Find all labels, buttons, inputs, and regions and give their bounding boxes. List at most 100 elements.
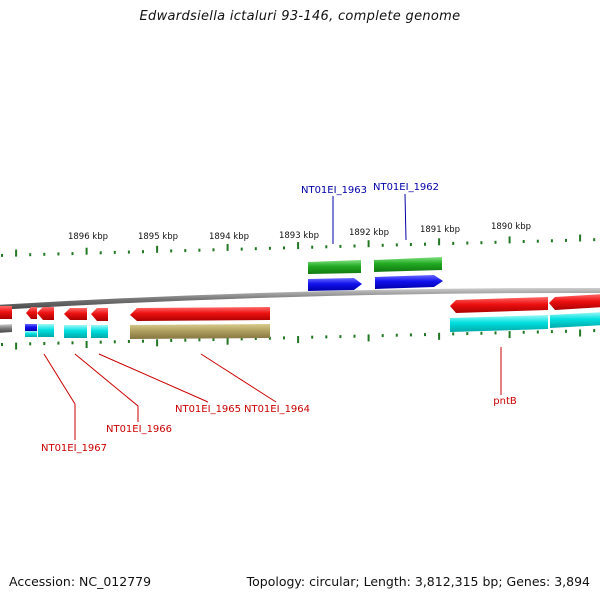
inner-tick	[1, 343, 3, 346]
inner-tick	[283, 336, 285, 340]
inner-tick	[424, 333, 426, 337]
outer-tick	[593, 238, 596, 242]
accession-text: Accession: NC_012779	[9, 574, 152, 589]
outer-tick	[142, 250, 144, 254]
outer-tick	[565, 238, 567, 242]
gene-feature-1965	[91, 325, 108, 338]
inner-tick	[43, 342, 46, 345]
inner-tick	[29, 342, 32, 346]
outer-tick	[395, 243, 398, 247]
cds-feature-1962	[375, 275, 443, 289]
inner-tick	[226, 337, 229, 345]
outer-tick	[184, 249, 187, 253]
outer-tick	[254, 247, 257, 251]
gene-label-nt01ei-1966: NT01EI_1966	[106, 424, 172, 435]
genome-summary-text: Topology: circular; Length: 3,812,315 bp…	[246, 574, 590, 589]
cds-feature-1967b	[37, 307, 54, 320]
outer-tick	[480, 241, 483, 245]
outer-tick	[127, 250, 130, 254]
gene-label-nt01ei-1962: NT01EI_1962	[373, 182, 439, 193]
outer-tick-marks	[1, 234, 596, 257]
outer-tick	[99, 251, 102, 255]
outer-tick	[1, 253, 3, 257]
inner-tick	[297, 336, 300, 343]
cds-feature-1965	[91, 308, 108, 321]
gene-label-nt01ei-1964: NT01EI_1964	[244, 404, 310, 415]
inner-tick	[57, 341, 60, 345]
leader-line-1962	[404, 193, 407, 241]
outer-tick	[240, 247, 243, 251]
outer-tick	[283, 246, 285, 250]
inner-tick	[480, 331, 483, 335]
gene-label-pntb: pntB	[493, 396, 517, 407]
inner-tick	[579, 329, 582, 337]
genome-backbone-stub	[0, 324, 12, 333]
tick-label-1895: 1895 kbp	[138, 232, 178, 242]
leader-line-1964	[200, 353, 277, 403]
outer-tick	[550, 239, 553, 243]
inner-tick	[71, 341, 74, 345]
inner-tick	[142, 339, 144, 343]
inner-tick	[113, 340, 116, 344]
inner-tick	[452, 332, 455, 336]
inner-tick	[170, 339, 173, 342]
outer-tick	[579, 234, 582, 242]
outer-tick	[29, 253, 32, 257]
gene-feature-pntb-b	[550, 312, 600, 328]
inner-tick	[184, 338, 187, 342]
outer-tick	[325, 245, 328, 249]
genome-backbone	[0, 287, 600, 310]
misc-feature-1964	[130, 324, 270, 339]
outer-tick	[508, 236, 511, 244]
inner-tick	[127, 340, 130, 343]
outer-tick	[536, 239, 539, 243]
outer-tick	[198, 248, 201, 252]
outer-tick	[71, 252, 74, 256]
leader-line-1966	[74, 353, 139, 422]
outer-tick	[424, 242, 426, 246]
gene-label-nt01ei-1965: NT01EI_1965	[175, 404, 241, 415]
outer-tick	[438, 238, 441, 246]
inner-tick	[409, 333, 412, 337]
inner-tick	[438, 332, 441, 340]
tick-label-1893: 1893 kbp	[279, 231, 319, 241]
inner-tick	[254, 337, 257, 340]
tick-label-1890: 1890 kbp	[491, 222, 531, 232]
cds-feature-pntb-a	[450, 297, 548, 313]
gene-label-nt01ei-1963: NT01EI_1963	[301, 185, 367, 196]
outer-tick	[494, 240, 497, 244]
tick-label-1891: 1891 kbp	[420, 225, 460, 235]
gene-feature-1967-blue	[25, 324, 37, 331]
outer-tick	[15, 249, 18, 257]
inner-tick	[367, 334, 370, 342]
gene-feature-1966	[64, 325, 87, 338]
outer-tick	[409, 243, 412, 246]
gene-feature-1967-cyan	[25, 331, 37, 337]
inner-tick	[522, 330, 525, 334]
leader-line-1965	[98, 353, 209, 403]
inner-tick	[339, 335, 342, 339]
inner-tick	[156, 339, 159, 347]
outer-tick	[113, 250, 116, 254]
outer-tick	[311, 245, 314, 249]
inner-tick	[395, 333, 398, 337]
inner-tick	[593, 329, 596, 333]
inner-tick	[311, 335, 314, 339]
gene-feature-pntb-a	[450, 315, 548, 332]
outer-tick	[212, 248, 215, 252]
cds-feature-pntb-b	[549, 294, 600, 310]
outer-tick	[339, 244, 342, 248]
outer-tick	[297, 242, 300, 250]
inner-tick	[353, 334, 356, 338]
inner-tick	[325, 335, 328, 339]
outer-tick	[268, 246, 271, 250]
inner-tick	[198, 338, 201, 342]
gene-label-nt01ei-1967: NT01EI_1967	[41, 443, 107, 454]
inner-tick	[268, 336, 271, 340]
inner-tick	[212, 338, 215, 341]
outer-tick	[85, 247, 88, 255]
gene-feature-1962	[374, 257, 442, 272]
outer-tick	[353, 244, 356, 248]
outer-tick	[452, 241, 455, 245]
inner-tick	[85, 341, 88, 348]
